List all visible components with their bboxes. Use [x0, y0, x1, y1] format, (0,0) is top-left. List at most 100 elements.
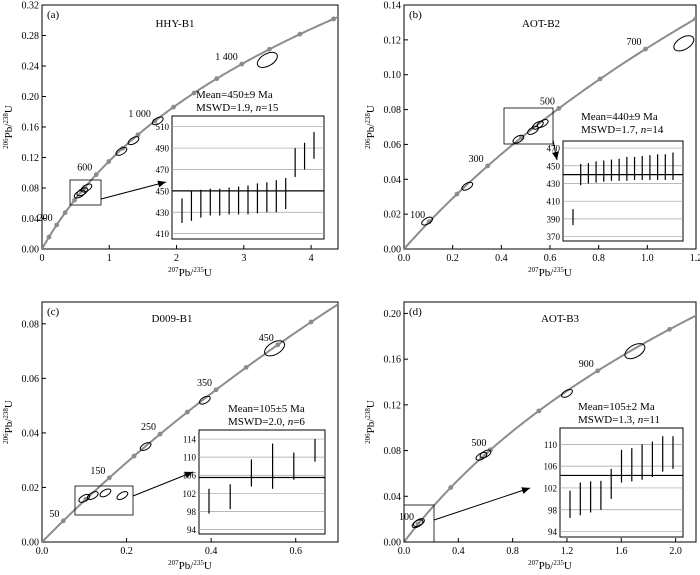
concordia-age-point: [157, 431, 163, 437]
inset-tick-label: 106: [544, 462, 558, 472]
x-label-sup: 207: [528, 559, 539, 567]
y-tick-label: 0.10: [384, 70, 402, 81]
y-label-sup: 206: [364, 433, 372, 444]
mswd-text: MSWD=2.0, n=6: [228, 416, 305, 428]
concordia-age-label: 100: [399, 512, 414, 523]
inset-tick-label: 450: [547, 161, 561, 171]
data-ellipse: [475, 451, 488, 461]
inset-tick-label: 490: [156, 144, 170, 154]
x-label-sup: 207: [168, 559, 179, 567]
n-value: =11: [643, 414, 660, 426]
mswd-text: MSWD=1.7, n=14: [581, 124, 664, 136]
x-tick-label: 0.4: [495, 253, 508, 264]
concordia-age-point: [556, 106, 562, 111]
zoom-arrow: [132, 471, 194, 497]
inset-tick-label: 110: [183, 453, 197, 463]
sample-name: HHY-B1: [155, 18, 194, 30]
concordia-age-point: [54, 222, 60, 228]
data-ellipse: [512, 134, 525, 144]
x-label-end: U: [564, 560, 572, 572]
inset-frame: [198, 429, 326, 535]
concordia-age-point: [448, 485, 454, 490]
x-axis-label: 207Pb/235U: [528, 266, 572, 279]
concordia-age-point: [213, 387, 219, 393]
x-tick-label: 1.2: [690, 253, 700, 264]
x-tick-label: 0: [40, 253, 45, 264]
data-ellipse: [198, 395, 211, 405]
y-tick-label: 0.04: [384, 175, 402, 186]
concordia-age-label: 900: [579, 359, 594, 370]
concordia-age-point: [595, 368, 601, 374]
inset-tick-label: 102: [544, 483, 558, 493]
concordia-curve: [404, 314, 696, 542]
concordia-age-point: [667, 326, 672, 332]
panel-a: 0 1 2 3 4 0.00 0.04 0.08 0.12 0.16 0.20 0.24 0.28 0.3…: [2, 1, 339, 279]
concordia-age-point: [308, 319, 314, 325]
inset-tick-label: 430: [156, 208, 170, 218]
y-label-sup2: 238: [2, 408, 10, 419]
concordia-age-label: 500: [540, 96, 555, 107]
y-tick-label: 0.08: [22, 319, 40, 330]
data-ellipse: [536, 119, 549, 128]
mean-text: Mean=105±2 Ma: [578, 401, 655, 413]
inset-frame: [171, 115, 325, 240]
x-label-sup2: 235: [193, 266, 204, 274]
x-label-main: Pb/: [179, 560, 195, 572]
concordia-age-point: [267, 46, 272, 52]
concordia-age-point: [214, 76, 220, 82]
concordia-age-point: [72, 197, 77, 203]
data-ellipse: [78, 493, 91, 503]
n-value: =6: [293, 416, 305, 428]
y-tick-label: 0.00: [22, 538, 40, 549]
y-tick-label: 0.00: [384, 245, 402, 256]
y-label-sup2: 238: [364, 113, 372, 124]
concordia-age-point: [106, 159, 112, 164]
x-label-main: Pb/: [539, 560, 555, 572]
inset-tick-label: 94: [548, 527, 558, 537]
data-ellipse: [151, 116, 164, 126]
y-tick-label: 0.12: [384, 400, 402, 411]
y-tick-label: 0.16: [384, 355, 402, 366]
concordia-age-label: 500: [471, 438, 486, 449]
x-tick-label: 2: [174, 253, 179, 264]
concordia-age-point: [93, 172, 99, 178]
data-ellipse: [624, 343, 646, 360]
x-tick-label: 0.2: [120, 546, 133, 557]
x-tick-label: 0.8: [592, 253, 605, 264]
inset-tick-label: 470: [547, 144, 561, 154]
panel-b: 0.0 0.2 0.4 0.6 0.8 1.0 1.2 0.00 0.02 0.04 0.06 0.0…: [364, 1, 700, 280]
concordia-age-label: 100: [410, 210, 425, 221]
y-tick-label: 0.12: [22, 153, 40, 164]
y-tick-label: 0.20: [384, 309, 402, 320]
x-tick-label: 0.0: [398, 253, 411, 264]
arrow-head: [551, 151, 559, 160]
x-tick-label: 0.0: [36, 546, 49, 557]
x-label-sup2: 235: [193, 559, 204, 567]
y-axis-label: 206Pb/238U: [2, 400, 15, 444]
data-ellipse: [86, 491, 99, 501]
y-tick-label: 0.32: [22, 1, 40, 12]
y-label-end: U: [365, 105, 377, 113]
concordia-age-point: [171, 104, 176, 110]
n-symbol: n: [256, 102, 262, 114]
data-ellipse: [127, 136, 140, 146]
data-ellipse: [256, 51, 278, 68]
y-axis-label: 206Pb/238U: [364, 105, 377, 149]
concordia-age-label: 300: [469, 154, 484, 165]
concordia-age-point: [131, 453, 137, 459]
concordia-age-label: 600: [77, 163, 92, 174]
y-label-sup2: 238: [2, 113, 10, 124]
concordia-age-point: [454, 191, 460, 197]
plot-frame: [403, 301, 697, 543]
x-label-sup: 207: [528, 266, 539, 274]
data-ellipse: [80, 183, 93, 193]
x-tick-label: 0.6: [289, 546, 302, 557]
data-ellipse: [421, 216, 434, 226]
y-tick-label: 0.28: [22, 31, 40, 42]
y-tick-label: 0.08: [22, 184, 40, 195]
n-symbol: n: [641, 124, 647, 136]
y-label-sup: 206: [2, 433, 10, 444]
plot-frame: [41, 301, 339, 543]
panel-label: (d): [409, 306, 422, 318]
n-value: =14: [646, 124, 664, 136]
